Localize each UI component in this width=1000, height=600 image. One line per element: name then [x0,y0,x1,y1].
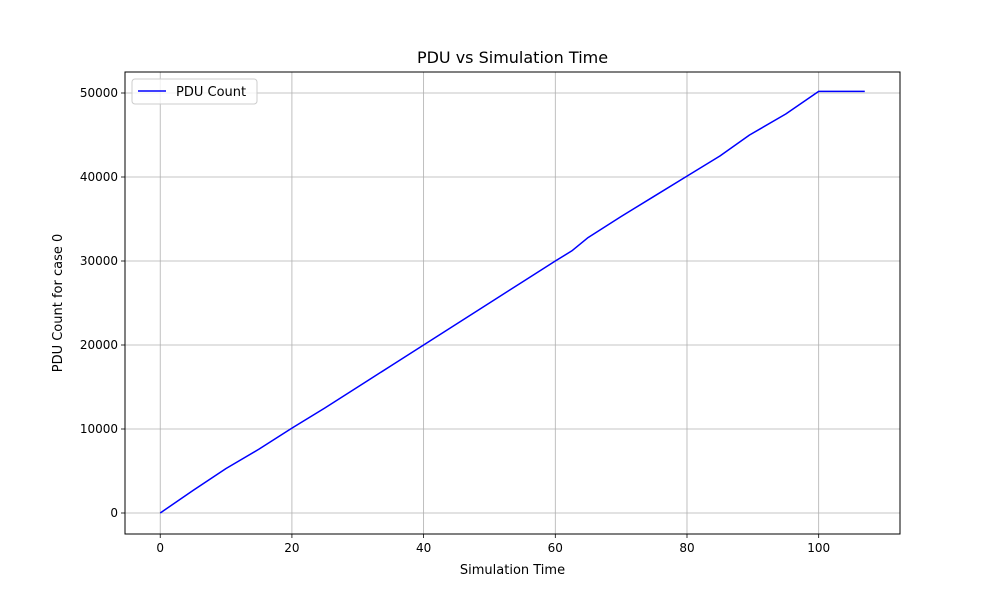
legend-label: PDU Count [176,85,246,100]
chart-title: PDU vs Simulation Time [417,48,608,67]
y-tick-label: 30000 [80,254,118,268]
series-line-pdu-count [159,90,865,514]
grid [125,72,900,534]
legend-box [131,78,258,105]
x-tick-label: 60 [548,541,563,555]
x-tick-label: 80 [679,541,694,555]
x-tick-label: 20 [284,541,299,555]
x-tick-label: 0 [156,541,164,555]
series-layer [159,90,865,514]
legend: PDU Count [131,78,258,105]
ticks: 0 20 40 60 80 100 0 10000 20000 30000 40000 50000 [80,86,830,555]
y-tick-label: 40000 [80,170,118,184]
y-tick-label: 20000 [80,338,118,352]
y-tick-label: 10000 [80,422,118,436]
y-tick-label: 50000 [80,86,118,100]
y-axis-label: PDU Count for case 0 [51,234,66,373]
x-axis-label: Simulation Time [460,563,565,578]
x-tick-label: 40 [416,541,431,555]
x-tick-label: 100 [807,541,830,555]
plot-frame [124,71,901,535]
y-tick-label: 0 [110,506,118,520]
